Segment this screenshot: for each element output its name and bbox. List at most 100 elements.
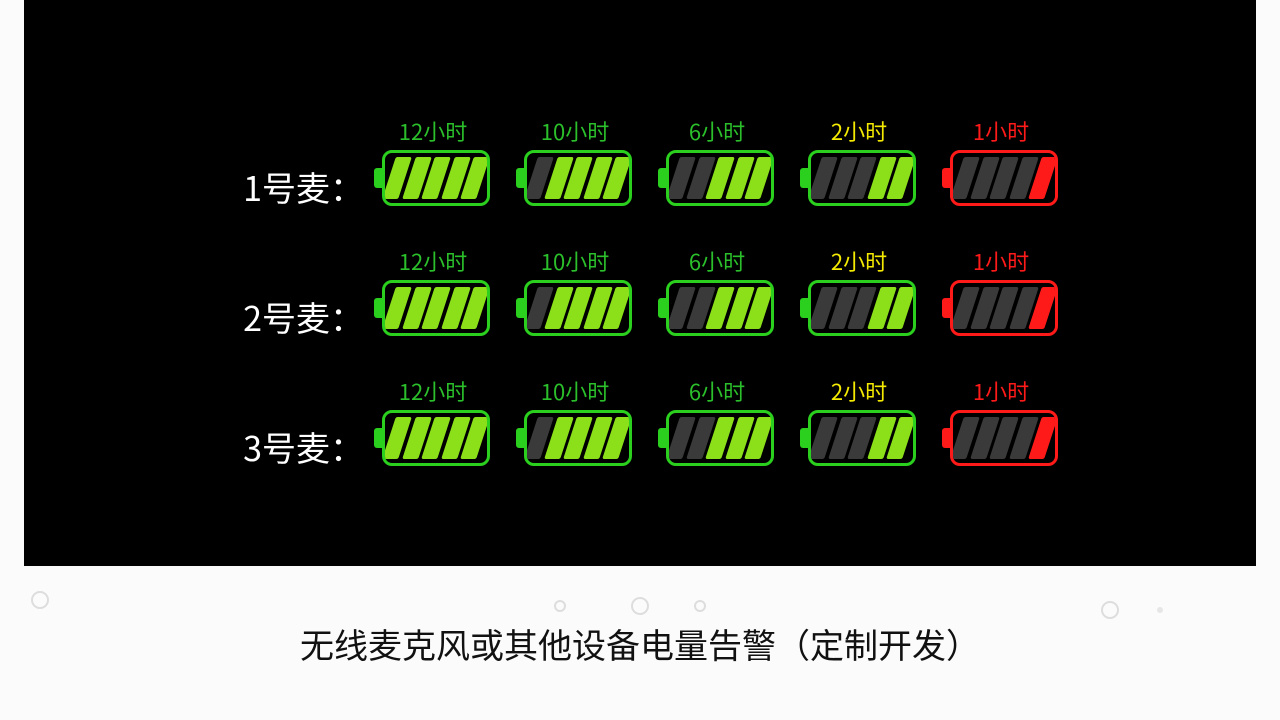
battery-shell <box>808 410 916 466</box>
hours-label: 1小时 <box>973 250 1029 274</box>
battery-row: 1号麦： 12小时 10小时 6小时 2小时 1小时 <box>204 120 1084 250</box>
battery-cell: 10小时 <box>516 250 634 336</box>
battery-bars <box>957 157 1051 199</box>
battery-shell <box>950 150 1058 206</box>
battery-cell: 2小时 <box>800 380 918 466</box>
battery-icon <box>658 280 776 336</box>
hours-label: 10小时 <box>541 250 609 274</box>
hours-label: 6小时 <box>689 120 745 144</box>
battery-shell <box>666 280 774 336</box>
battery-grid: 1号麦：12小时10小时6小时2小时1小时2号麦：12小时10小时6小时2小时1… <box>204 120 1084 510</box>
row-cells: 12小时 10小时 6小时 2小时 1小时 <box>374 250 1060 336</box>
battery-bars <box>673 417 767 459</box>
battery-cell: 1小时 <box>942 120 1060 206</box>
row-cells: 12小时 10小时 6小时 2小时 1小时 <box>374 120 1060 206</box>
battery-bars <box>531 417 625 459</box>
battery-bars <box>389 287 483 329</box>
battery-cell: 10小时 <box>516 120 634 206</box>
hours-label: 12小时 <box>399 380 467 404</box>
battery-nub <box>374 298 382 318</box>
battery-cell: 6小时 <box>658 250 776 336</box>
battery-cell: 10小时 <box>516 380 634 466</box>
battery-nub <box>800 428 808 448</box>
row-label: 2号麦： <box>204 250 374 341</box>
battery-row: 2号麦： 12小时 10小时 6小时 2小时 1小时 <box>204 250 1084 380</box>
battery-nub <box>942 428 950 448</box>
battery-cell: 1小时 <box>942 380 1060 466</box>
hours-label: 12小时 <box>399 250 467 274</box>
battery-shell <box>808 150 916 206</box>
battery-icon <box>516 280 634 336</box>
slide: 1号麦：12小时10小时6小时2小时1小时2号麦：12小时10小时6小时2小时1… <box>0 0 1280 720</box>
battery-nub <box>658 298 666 318</box>
battery-icon <box>942 150 1060 206</box>
battery-shell <box>666 150 774 206</box>
battery-bars <box>815 287 909 329</box>
battery-nub <box>374 428 382 448</box>
battery-icon <box>800 410 918 466</box>
footer: 无线麦克风或其他设备电量告警（定制开发） <box>0 566 1280 720</box>
battery-bars <box>389 417 483 459</box>
battery-icon <box>800 280 918 336</box>
battery-panel: 1号麦：12小时10小时6小时2小时1小时2号麦：12小时10小时6小时2小时1… <box>24 0 1256 566</box>
battery-bars <box>815 157 909 199</box>
battery-icon <box>942 410 1060 466</box>
battery-shell <box>524 280 632 336</box>
hours-label: 10小时 <box>541 380 609 404</box>
battery-icon <box>374 280 492 336</box>
battery-icon <box>658 150 776 206</box>
battery-nub <box>800 168 808 188</box>
hours-label: 12小时 <box>399 120 467 144</box>
hours-label: 6小时 <box>689 250 745 274</box>
battery-bars <box>957 287 1051 329</box>
hours-label: 2小时 <box>831 120 887 144</box>
row-label: 1号麦： <box>204 120 374 211</box>
battery-icon <box>658 410 776 466</box>
battery-shell <box>950 410 1058 466</box>
battery-icon <box>800 150 918 206</box>
battery-bars <box>957 417 1051 459</box>
battery-cell: 2小时 <box>800 120 918 206</box>
battery-bars <box>389 157 483 199</box>
battery-nub <box>516 428 524 448</box>
battery-shell <box>382 280 490 336</box>
battery-cell: 2小时 <box>800 250 918 336</box>
battery-shell <box>808 280 916 336</box>
battery-shell <box>950 280 1058 336</box>
battery-shell <box>524 150 632 206</box>
hours-label: 1小时 <box>973 380 1029 404</box>
battery-cell: 1小时 <box>942 250 1060 336</box>
battery-cell: 12小时 <box>374 380 492 466</box>
row-label: 3号麦： <box>204 380 374 471</box>
battery-nub <box>516 168 524 188</box>
hours-label: 2小时 <box>831 380 887 404</box>
battery-cell: 12小时 <box>374 120 492 206</box>
hours-label: 10小时 <box>541 120 609 144</box>
battery-shell <box>524 410 632 466</box>
battery-nub <box>942 168 950 188</box>
battery-bars <box>531 157 625 199</box>
battery-cell: 6小时 <box>658 120 776 206</box>
battery-shell <box>666 410 774 466</box>
hours-label: 2小时 <box>831 250 887 274</box>
hours-label: 1小时 <box>973 120 1029 144</box>
battery-shell <box>382 410 490 466</box>
battery-cell: 6小时 <box>658 380 776 466</box>
battery-nub <box>800 298 808 318</box>
battery-bars <box>815 417 909 459</box>
battery-nub <box>658 428 666 448</box>
battery-nub <box>658 168 666 188</box>
battery-row: 3号麦： 12小时 10小时 6小时 2小时 1小时 <box>204 380 1084 510</box>
battery-bars <box>673 287 767 329</box>
battery-nub <box>374 168 382 188</box>
battery-icon <box>942 280 1060 336</box>
hours-label: 6小时 <box>689 380 745 404</box>
battery-bars <box>531 287 625 329</box>
battery-nub <box>516 298 524 318</box>
battery-icon <box>374 410 492 466</box>
caption-text: 无线麦克风或其他设备电量告警（定制开发） <box>300 619 980 668</box>
battery-icon <box>516 410 634 466</box>
row-cells: 12小时 10小时 6小时 2小时 1小时 <box>374 380 1060 466</box>
battery-cell: 12小时 <box>374 250 492 336</box>
battery-icon <box>516 150 634 206</box>
